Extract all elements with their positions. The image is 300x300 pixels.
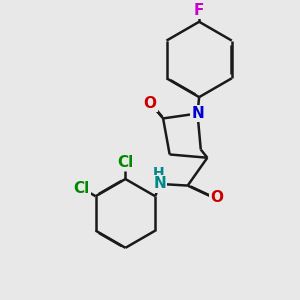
Text: O: O: [211, 190, 224, 205]
Text: F: F: [194, 3, 204, 18]
Text: N: N: [191, 106, 204, 121]
Text: O: O: [143, 96, 156, 111]
Text: Cl: Cl: [73, 181, 90, 196]
Text: H: H: [152, 167, 164, 181]
Text: Cl: Cl: [117, 155, 134, 170]
Text: N: N: [154, 176, 166, 191]
